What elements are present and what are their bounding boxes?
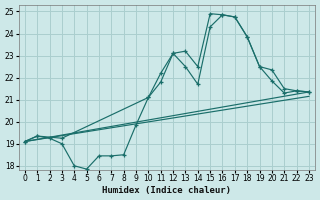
X-axis label: Humidex (Indice chaleur): Humidex (Indice chaleur) — [102, 186, 231, 195]
